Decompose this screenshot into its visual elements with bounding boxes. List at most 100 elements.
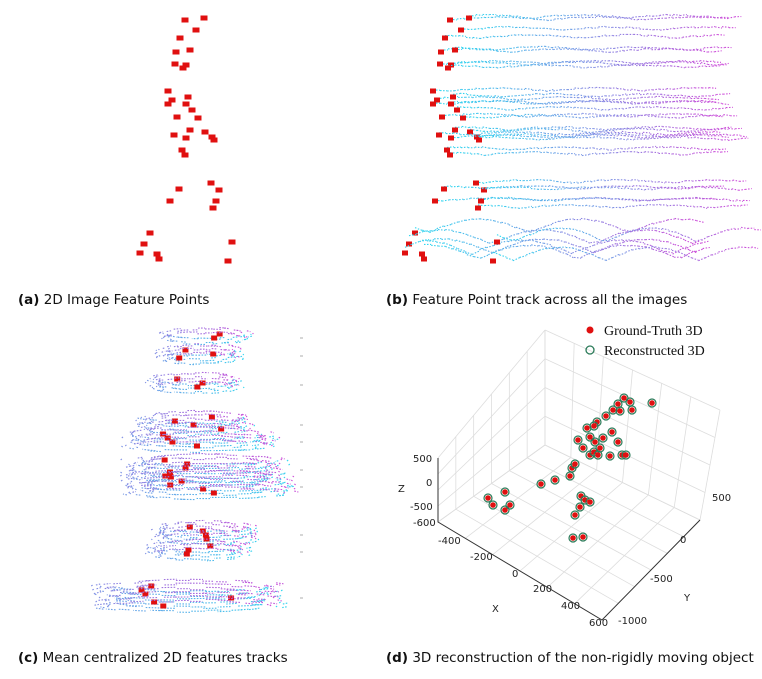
feature-track [460, 25, 736, 31]
feature-point [153, 251, 161, 257]
track-start-point [475, 205, 481, 211]
feature-track [469, 127, 743, 134]
ground-truth-point [627, 399, 633, 405]
ground-truth-point [502, 489, 508, 495]
reconstructed-point [589, 421, 599, 431]
reconstructed-point [601, 411, 611, 421]
feature-point [136, 250, 144, 256]
centralized-point [210, 490, 217, 496]
centralized-point [211, 335, 218, 341]
x-tick: 200 [533, 584, 552, 595]
reconstructed-point [615, 406, 625, 416]
caption-b: (b) Feature Point track across all the i… [386, 292, 687, 308]
feature-track [477, 203, 748, 209]
centralized-point [194, 384, 201, 390]
ground-truth-point [490, 502, 496, 508]
centralized-track-group [158, 327, 303, 346]
feature-point [200, 15, 208, 21]
reconstructed-point [505, 500, 515, 510]
feature-track [438, 130, 721, 136]
feature-point [182, 62, 190, 68]
ground-truth-point [580, 445, 586, 451]
centralized-point [169, 439, 176, 445]
feature-point [164, 101, 172, 107]
reconstructed-point [500, 505, 510, 515]
axis-label-z: Z [398, 484, 405, 495]
centralized-point [228, 595, 235, 601]
reconstructed-point [575, 502, 585, 512]
track-start-point [430, 88, 436, 94]
legend-reconstructed-marker [585, 345, 595, 355]
feature-point [209, 205, 217, 211]
ground-truth-point [600, 435, 606, 441]
3d-axes-box [437, 329, 721, 621]
legend: Ground-Truth 3D Reconstructed 3D [585, 324, 705, 359]
track-start-point [481, 187, 487, 193]
feature-point [228, 239, 236, 245]
centralized-track-group [120, 469, 303, 501]
z-tick: -500 [410, 502, 433, 513]
centralized-point [164, 435, 171, 441]
feature-point [212, 198, 220, 204]
reconstructed-point [627, 405, 637, 415]
feature-point [175, 186, 183, 192]
caption-a-tag: (a) [18, 292, 40, 308]
x-tick: -200 [470, 552, 493, 563]
feature-track [450, 99, 729, 106]
feature-point [201, 129, 209, 135]
ground-truth-point [575, 437, 581, 443]
axis-label-x: X [492, 604, 499, 615]
caption-a: (a) 2D Image Feature Points [18, 292, 209, 308]
y-tick: -500 [650, 574, 673, 585]
feature-point [173, 114, 181, 120]
feature-point [181, 17, 189, 23]
centralized-track-group [154, 343, 303, 366]
legend-ground-truth-label: Ground-Truth 3D [604, 324, 703, 339]
centralized-point [162, 473, 169, 479]
centralized-track-group [90, 578, 303, 613]
y-tick: 0 [680, 535, 686, 546]
track-start-point [448, 101, 454, 107]
centralized-point [176, 355, 183, 361]
reconstructed-point [483, 493, 493, 503]
track-start-point [437, 61, 443, 67]
legend-reconstructed-label: Reconstructed 3D [604, 344, 705, 359]
centralized-point [186, 524, 193, 530]
feature-track [496, 226, 761, 242]
ground-truth-point [572, 512, 578, 518]
track-start-point [412, 230, 418, 236]
feature-track [450, 60, 729, 67]
feature-point [215, 187, 223, 193]
reconstructed-point [570, 510, 580, 520]
caption-b-tag: (b) [386, 292, 409, 308]
reconstructed-point [550, 475, 560, 485]
centralized-track-group [135, 409, 303, 437]
ground-truth-point [623, 452, 629, 458]
centralized-point [216, 331, 223, 337]
ground-truth-point [594, 419, 600, 425]
feature-track [478, 135, 749, 141]
feature-point [179, 65, 187, 71]
reconstructed-point [488, 500, 498, 510]
centralized-point [202, 532, 209, 538]
reconstructed-point [598, 433, 608, 443]
feature-track [450, 133, 729, 139]
feature-point [207, 180, 215, 186]
ground-truth-point [567, 473, 573, 479]
reconstructed-point [585, 497, 595, 507]
track-start-point [452, 127, 458, 133]
ground-truth-point [485, 495, 491, 501]
ground-truth-point [587, 499, 593, 505]
feature-point [178, 147, 186, 153]
caption-a-text: 2D Image Feature Points [43, 292, 210, 308]
feature-point [155, 256, 163, 262]
centralized-point [160, 603, 167, 609]
centralized-point [218, 426, 225, 432]
track-start-point [441, 186, 447, 192]
track-start-point [421, 256, 427, 262]
reconstructed-point [500, 487, 510, 497]
centralized-track-group [121, 426, 303, 453]
reconstructed-point [568, 533, 578, 543]
feature-point [208, 134, 216, 140]
